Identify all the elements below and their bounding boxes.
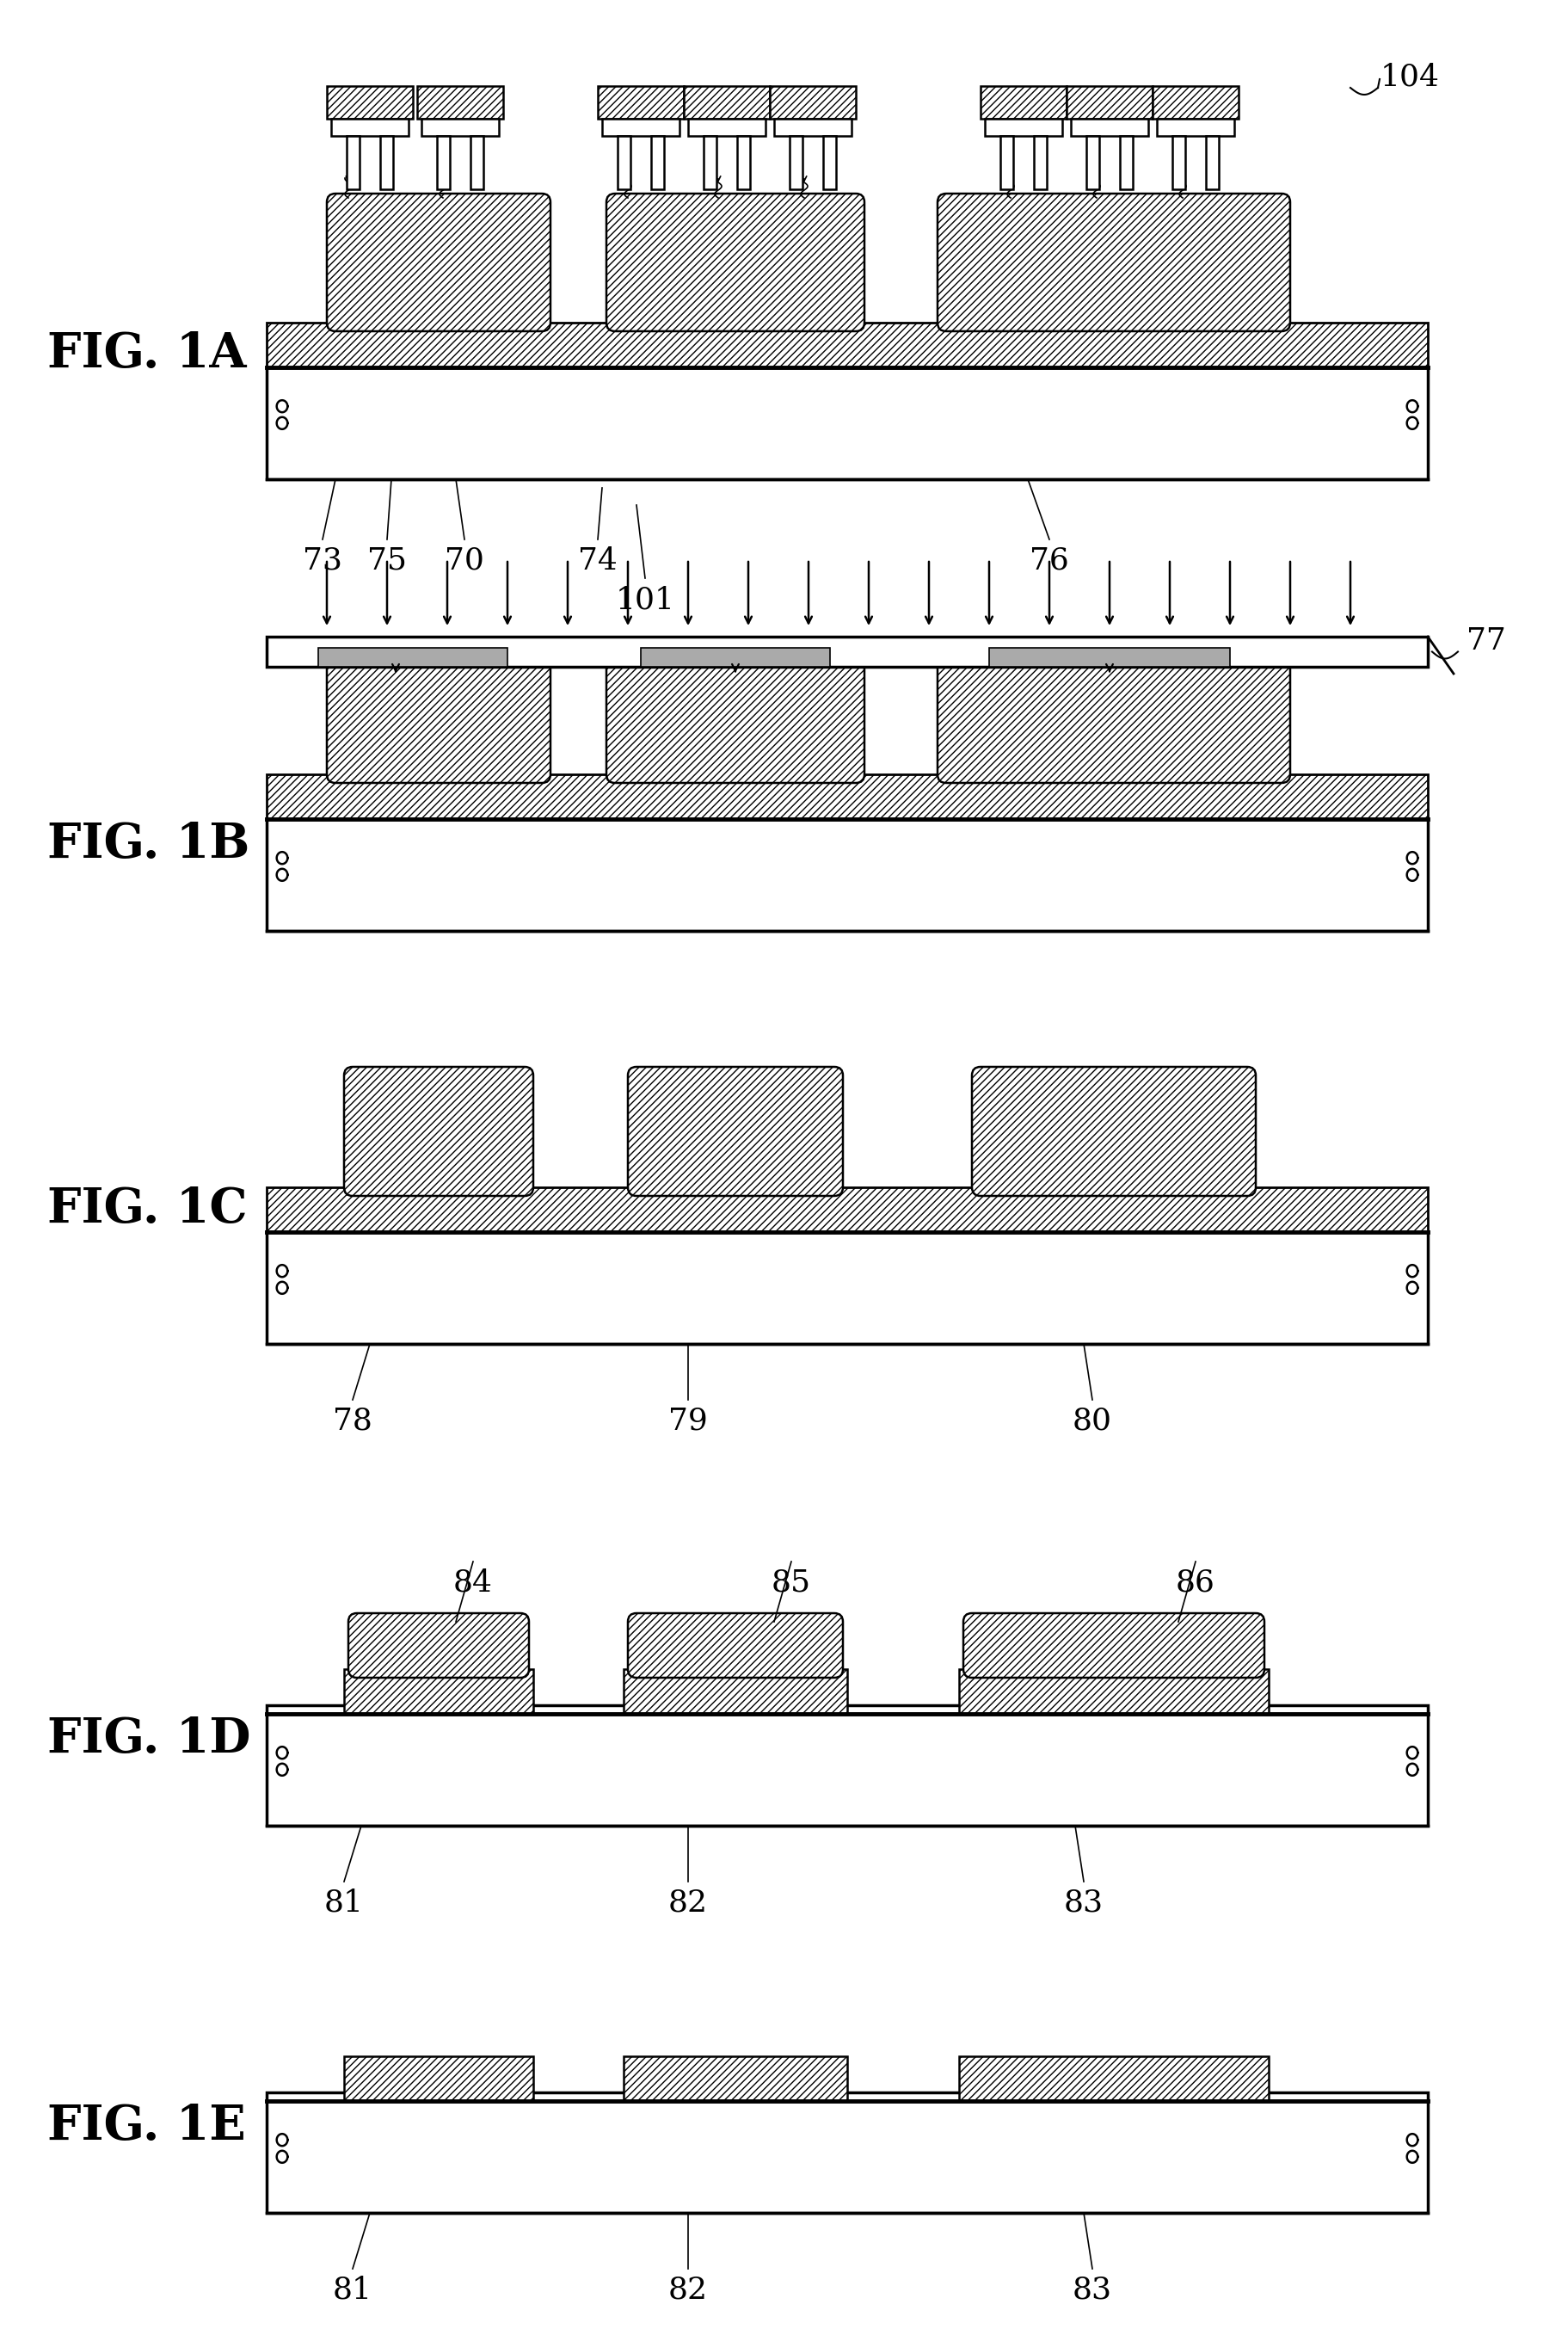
Bar [267,324,1427,368]
Text: 80: 80 [1073,1407,1112,1437]
Bar [267,1232,1427,1344]
Text: FIG. 1B: FIG. 1B [47,822,249,869]
Bar [770,86,856,119]
FancyBboxPatch shape [972,1067,1254,1195]
Bar [326,86,412,119]
Bar [1066,86,1152,119]
Bar [267,1188,1427,1232]
Text: 83: 83 [1073,2275,1112,2306]
FancyBboxPatch shape [627,1067,842,1195]
Text: 73: 73 [303,547,342,575]
Bar [1033,135,1046,189]
Bar [737,135,750,189]
Text: 78: 78 [332,1407,372,1437]
Bar [1206,135,1218,189]
Bar [980,86,1066,119]
Bar [823,135,836,189]
FancyBboxPatch shape [343,1067,533,1195]
Text: 83: 83 [1063,1889,1102,1917]
Bar [437,135,450,189]
Text: 81: 81 [332,2275,372,2306]
Bar [267,2101,1427,2213]
Bar [622,1670,847,1714]
Bar [267,773,1427,820]
Bar [331,119,408,135]
Bar [602,119,679,135]
Text: 84: 84 [453,1567,492,1598]
FancyBboxPatch shape [326,654,550,783]
Bar [985,119,1062,135]
Text: 75: 75 [367,547,406,575]
Bar [417,86,503,119]
Text: 70: 70 [444,547,485,575]
Bar [702,135,717,189]
Bar [684,86,770,119]
Bar [622,2057,847,2101]
Bar [789,135,803,189]
Text: 79: 79 [668,1407,707,1437]
Bar [422,119,499,135]
Bar [470,135,483,189]
Bar [1000,135,1013,189]
Text: FIG. 1E: FIG. 1E [47,2103,246,2150]
Text: 74: 74 [577,547,618,575]
Text: 81: 81 [325,1889,364,1917]
Text: FIG. 1A: FIG. 1A [47,331,246,377]
Bar [343,2057,533,2101]
Bar [267,2091,1427,2101]
FancyBboxPatch shape [607,654,864,783]
Bar [1156,119,1234,135]
Bar [267,636,1427,666]
Bar [688,119,765,135]
Bar [773,119,851,135]
Bar [267,368,1427,480]
FancyBboxPatch shape [348,1614,528,1677]
Bar [318,647,506,666]
Bar [347,135,359,189]
FancyBboxPatch shape [607,193,864,331]
Bar [618,135,630,189]
Text: FIG. 1D: FIG. 1D [47,1716,251,1763]
Bar [267,1714,1427,1826]
Bar [343,1670,533,1714]
FancyBboxPatch shape [326,193,550,331]
Bar [267,1705,1427,1714]
Bar [1171,135,1184,189]
Bar [640,647,829,666]
Bar [1085,135,1099,189]
Bar [1071,119,1148,135]
Text: FIG. 1C: FIG. 1C [47,1185,248,1234]
Text: 76: 76 [1029,547,1068,575]
Bar [379,135,394,189]
Text: 104: 104 [1380,63,1439,93]
Text: 85: 85 [771,1567,811,1598]
Text: 82: 82 [668,1889,707,1917]
Bar [597,86,684,119]
Text: 86: 86 [1174,1567,1215,1598]
Bar [267,820,1427,932]
Bar [958,1670,1269,1714]
FancyBboxPatch shape [627,1614,842,1677]
Text: 77: 77 [1466,627,1505,654]
FancyBboxPatch shape [938,654,1289,783]
FancyBboxPatch shape [963,1614,1264,1677]
Bar [1152,86,1237,119]
Bar [1120,135,1132,189]
Text: 101: 101 [615,585,674,615]
Bar [651,135,663,189]
Text: 82: 82 [668,2275,707,2306]
Bar [988,647,1229,666]
FancyBboxPatch shape [938,193,1289,331]
Bar [958,2057,1269,2101]
